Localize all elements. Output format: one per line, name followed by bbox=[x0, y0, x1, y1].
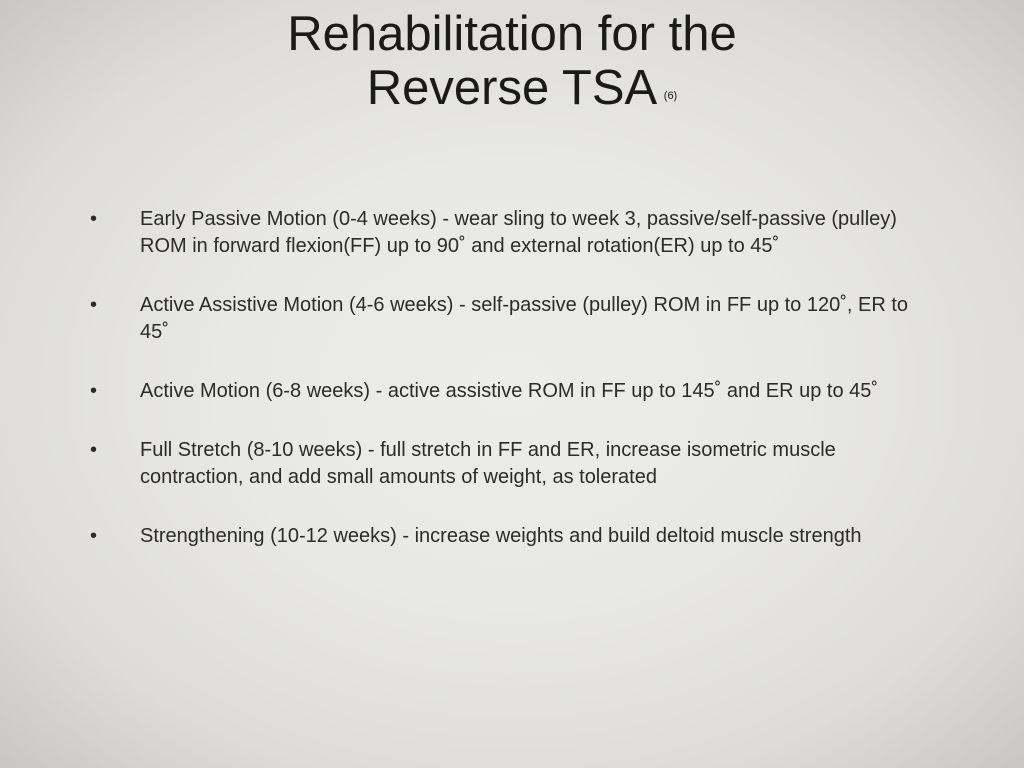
list-item: • Active Assistive Motion (4-6 weeks) - … bbox=[90, 292, 934, 346]
title-line-2-wrapper: Reverse TSA (6) bbox=[0, 62, 1024, 116]
bullet-text: Full Stretch (8-10 weeks) - full stretch… bbox=[140, 437, 934, 491]
title-block: Rehabilitation for the Reverse TSA (6) bbox=[0, 0, 1024, 116]
bullet-text: Early Passive Motion (0-4 weeks) - wear … bbox=[140, 206, 934, 260]
title-text-2: Reverse TSA bbox=[367, 61, 657, 115]
list-item: • Full Stretch (8-10 weeks) - full stret… bbox=[90, 437, 934, 491]
bullet-text: Active Motion (6-8 weeks) - active assis… bbox=[140, 378, 934, 405]
title-line-1: Rehabilitation for the bbox=[0, 8, 1024, 62]
list-item: • Strengthening (10-12 weeks) - increase… bbox=[90, 523, 934, 550]
title-line-2: Reverse TSA (6) bbox=[367, 62, 657, 116]
list-item: • Active Motion (6-8 weeks) - active ass… bbox=[90, 378, 934, 405]
bullet-list: • Early Passive Motion (0-4 weeks) - wea… bbox=[0, 116, 1024, 550]
bullet-marker: • bbox=[90, 292, 140, 319]
bullet-marker: • bbox=[90, 378, 140, 405]
bullet-marker: • bbox=[90, 206, 140, 233]
slide-container: Rehabilitation for the Reverse TSA (6) •… bbox=[0, 0, 1024, 768]
bullet-text: Strengthening (10-12 weeks) - increase w… bbox=[140, 523, 934, 550]
bullet-marker: • bbox=[90, 437, 140, 464]
title-superscript: (6) bbox=[664, 90, 677, 102]
bullet-marker: • bbox=[90, 523, 140, 550]
list-item: • Early Passive Motion (0-4 weeks) - wea… bbox=[90, 206, 934, 260]
bullet-text: Active Assistive Motion (4-6 weeks) - se… bbox=[140, 292, 934, 346]
